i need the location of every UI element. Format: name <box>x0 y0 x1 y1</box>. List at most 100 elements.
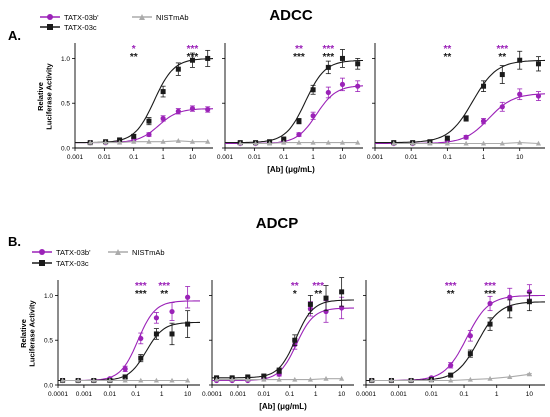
x-tick-label: 10 <box>338 391 346 398</box>
data-point-black <box>185 321 191 327</box>
data-point-purple <box>310 113 316 119</box>
y-axis-label: RelativeLuciferase Activity <box>36 62 54 129</box>
data-point-purple <box>175 108 181 114</box>
y-tick-label: 1.0 <box>61 56 70 63</box>
series-line-purple <box>58 300 200 382</box>
x-tick-label: 1 <box>482 154 486 161</box>
panel-label-a: A. <box>8 28 21 43</box>
data-point-purple <box>517 91 523 97</box>
y-tick-label: 0.0 <box>44 383 53 390</box>
data-point-gray <box>448 377 454 383</box>
data-point-gray <box>444 140 450 146</box>
title-adcp: ADCP <box>256 215 299 232</box>
legend-marker-gray <box>115 249 121 255</box>
significance-black: ** <box>160 289 168 300</box>
data-point-black <box>467 351 473 357</box>
data-point-gray <box>122 377 128 383</box>
data-point-gray <box>339 139 346 145</box>
data-point-purple <box>487 300 493 307</box>
data-point-black <box>444 135 450 141</box>
x-tick-label: 0.0001 <box>356 391 376 398</box>
legend-marker-black <box>39 260 45 266</box>
data-point-black <box>323 295 329 301</box>
series-line-purple <box>75 108 214 144</box>
data-point-gray <box>91 377 97 383</box>
data-point-purple <box>339 305 345 311</box>
data-point-gray <box>229 376 235 382</box>
data-point-black <box>507 306 513 312</box>
series-line-black <box>375 59 546 144</box>
chart-panel-6: 0.0001 0.001 0.01 0.1 1 10[Ab] (μg/mL)*******… <box>259 280 545 411</box>
title-adcc: ADCC <box>269 7 312 24</box>
data-point-black <box>487 321 493 327</box>
data-point-black <box>339 289 345 295</box>
series-line-black <box>225 59 363 144</box>
significance-purple: *** <box>484 281 496 292</box>
legend-marker-black <box>47 24 53 30</box>
y-tick-label: 0.5 <box>61 101 70 108</box>
series-line-purple <box>225 85 364 145</box>
x-tick-label: 1 <box>314 391 318 398</box>
series-line-black <box>366 301 545 382</box>
data-point-purple <box>355 83 361 89</box>
data-point-purple <box>185 294 191 300</box>
legend-top-item-1: TATX-03b' <box>64 13 99 22</box>
data-point-gray <box>517 139 523 145</box>
data-point-gray <box>245 376 251 382</box>
data-point-gray <box>428 377 434 383</box>
data-point-gray <box>169 377 175 383</box>
data-point-gray <box>339 375 345 381</box>
significance-purple: ** <box>443 44 451 55</box>
x-tick-label: 0.001 <box>230 391 247 398</box>
x-tick-label: 0.0001 <box>48 391 68 398</box>
y-axis-label: RelativeLuciferase Activity <box>19 299 37 366</box>
x-tick-label: 0.001 <box>67 154 84 161</box>
chart-panel-3: 0.001 0.01 0.1 1 10[Ab] (μg/mL)********* <box>267 43 546 174</box>
data-point-gray <box>266 140 273 146</box>
data-point-black <box>153 331 159 337</box>
significance-black: *** <box>484 289 496 300</box>
data-point-black <box>175 66 181 72</box>
data-point-gray <box>138 377 144 383</box>
data-point-purple <box>339 81 346 88</box>
data-point-gray <box>499 140 505 146</box>
legend-top-item-2: TATX-03c <box>64 23 97 32</box>
x-tick-label: 10 <box>184 391 192 398</box>
x-tick-label: 0.01 <box>104 391 117 398</box>
data-point-purple <box>146 131 152 138</box>
x-tick-label: 0.1 <box>279 154 288 161</box>
series-line-black <box>75 58 214 144</box>
data-point-black <box>160 89 166 95</box>
data-point-black <box>339 55 345 61</box>
data-point-black <box>463 115 469 121</box>
data-point-gray <box>410 140 416 146</box>
data-point-gray <box>310 139 316 145</box>
data-point-black <box>138 355 144 361</box>
data-point-gray <box>185 377 191 383</box>
data-point-black <box>526 299 532 305</box>
legend-marker-purple <box>39 249 45 255</box>
data-point-purple <box>526 289 533 295</box>
data-point-gray <box>153 377 160 383</box>
y-tick-label: 1.0 <box>44 293 53 300</box>
x-tick-label: 0.01 <box>258 391 271 398</box>
significance-black: * <box>293 289 297 300</box>
data-point-black <box>276 368 282 374</box>
data-point-gray <box>325 139 331 145</box>
data-point-black <box>131 133 137 139</box>
x-tick-label: 1 <box>161 154 165 161</box>
data-point-gray <box>146 138 152 144</box>
x-tick-label: 1 <box>311 154 315 161</box>
series-line-black <box>212 299 354 379</box>
data-point-gray <box>507 374 513 379</box>
data-point-purple <box>189 105 196 112</box>
chart-panel-2: 0.001 0.01 0.1 1 10*********** <box>217 43 364 161</box>
data-point-gray <box>307 376 314 382</box>
significance-black: *** <box>187 52 199 63</box>
data-point-purple <box>296 131 302 138</box>
data-point-black <box>481 83 487 89</box>
data-point-purple <box>507 294 513 300</box>
data-point-black <box>499 72 505 78</box>
data-point-gray <box>292 376 298 382</box>
data-point-gray <box>175 138 181 143</box>
